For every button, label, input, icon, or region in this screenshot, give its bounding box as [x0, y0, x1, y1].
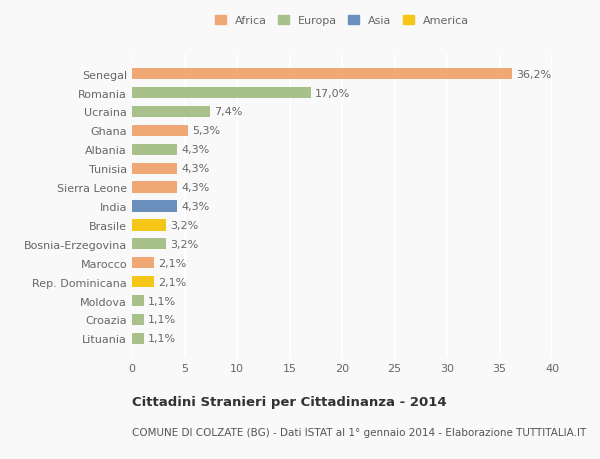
Bar — [132, 333, 143, 344]
Bar — [132, 69, 512, 80]
Bar — [132, 220, 166, 231]
Text: 2,1%: 2,1% — [158, 277, 187, 287]
Bar — [132, 163, 177, 174]
Bar — [132, 257, 154, 269]
Text: 1,1%: 1,1% — [148, 334, 176, 344]
Text: 4,3%: 4,3% — [181, 202, 209, 212]
Bar — [132, 125, 188, 137]
Text: 36,2%: 36,2% — [516, 69, 551, 79]
Text: 2,1%: 2,1% — [158, 258, 187, 268]
Text: Cittadini Stranieri per Cittadinanza - 2014: Cittadini Stranieri per Cittadinanza - 2… — [132, 395, 446, 408]
Text: 4,3%: 4,3% — [181, 164, 209, 174]
Bar — [132, 144, 177, 156]
Bar — [132, 106, 210, 118]
Text: 7,4%: 7,4% — [214, 107, 242, 117]
Bar — [132, 88, 311, 99]
Text: 1,1%: 1,1% — [148, 296, 176, 306]
Text: 1,1%: 1,1% — [148, 315, 176, 325]
Bar — [132, 295, 143, 307]
Legend: Africa, Europa, Asia, America: Africa, Europa, Asia, America — [212, 12, 472, 29]
Text: 4,3%: 4,3% — [181, 183, 209, 193]
Bar — [132, 276, 154, 288]
Bar — [132, 239, 166, 250]
Text: 3,2%: 3,2% — [170, 220, 198, 230]
Bar — [132, 314, 143, 325]
Bar — [132, 182, 177, 193]
Text: 5,3%: 5,3% — [192, 126, 220, 136]
Bar — [132, 201, 177, 212]
Text: COMUNE DI COLZATE (BG) - Dati ISTAT al 1° gennaio 2014 - Elaborazione TUTTITALIA: COMUNE DI COLZATE (BG) - Dati ISTAT al 1… — [132, 427, 586, 437]
Text: 4,3%: 4,3% — [181, 145, 209, 155]
Text: 3,2%: 3,2% — [170, 239, 198, 249]
Text: 17,0%: 17,0% — [314, 89, 350, 98]
